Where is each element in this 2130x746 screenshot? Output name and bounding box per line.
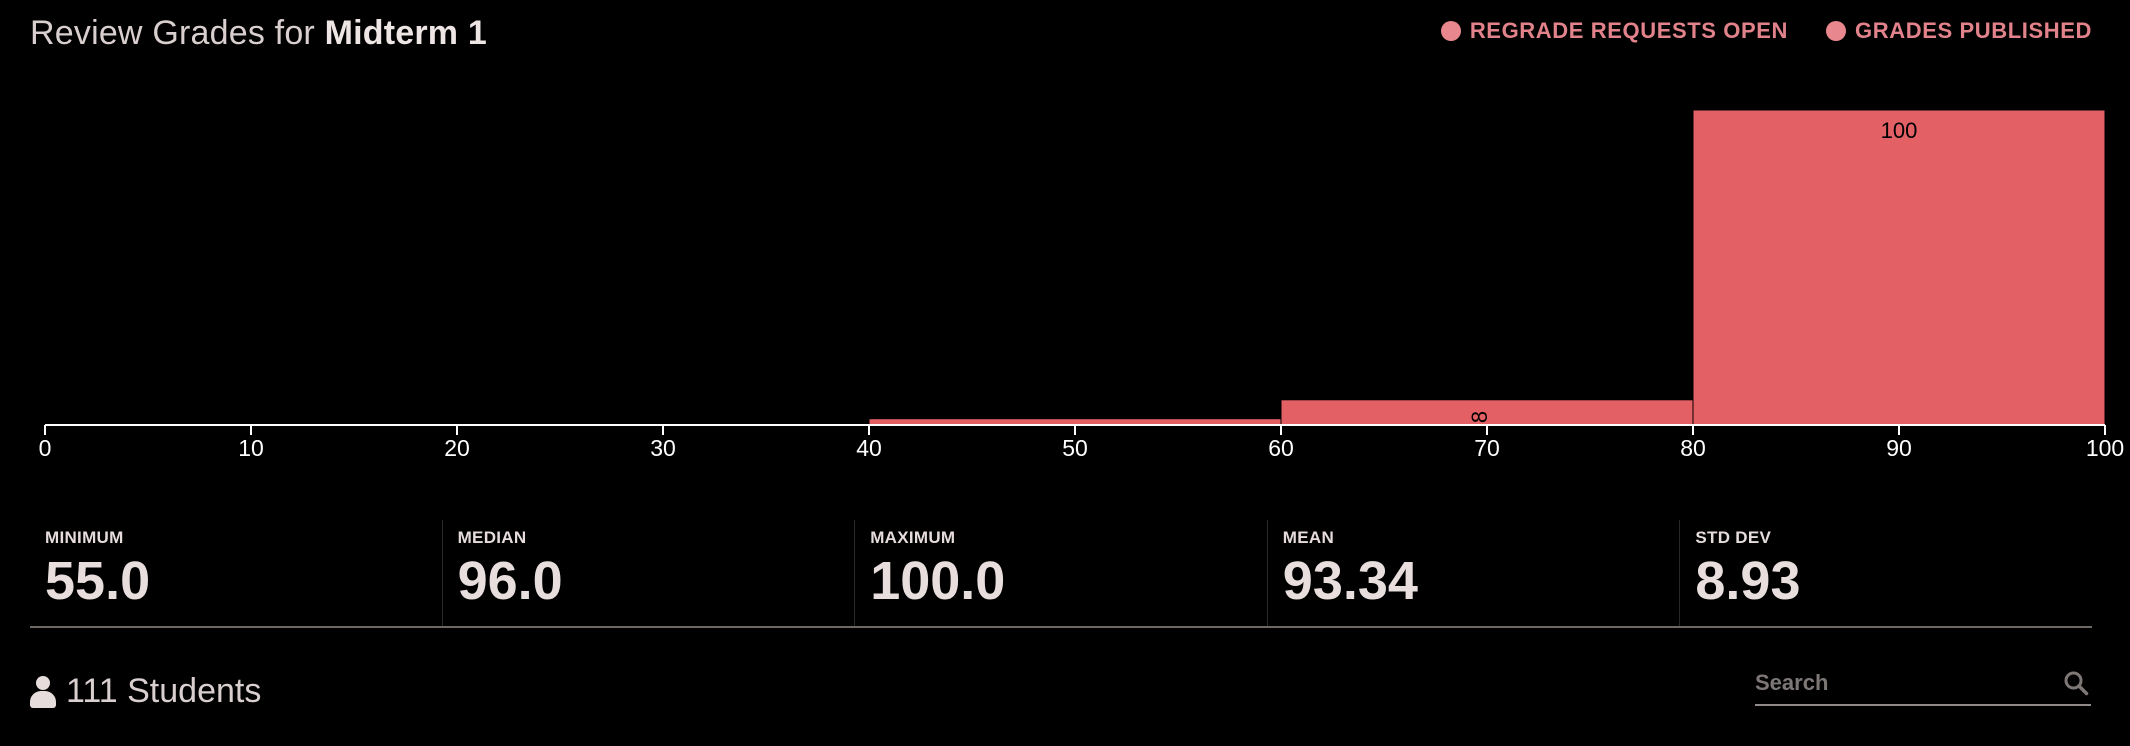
x-tick-label: 70 — [1474, 435, 1500, 461]
stat-label: STD DEV — [1695, 528, 1772, 547]
x-tick-label: 0 — [39, 435, 52, 461]
stat-label: MEDIAN — [457, 528, 527, 547]
person-icon — [30, 675, 56, 708]
status-regrade-requests: REGRADE REQUESTS OPEN — [1440, 18, 1789, 44]
stat-minimum: MINIMUM 55.0 — [30, 520, 442, 626]
x-tick-label: 80 — [1680, 435, 1706, 461]
x-tick-label: 30 — [650, 435, 676, 461]
stat-value: 8.93 — [1695, 551, 1801, 611]
search-icon[interactable] — [2063, 670, 2089, 696]
x-tick-label: 100 — [2086, 435, 2124, 461]
status-grades-published: GRADES PUBLISHED — [1826, 18, 2092, 44]
search-box — [1755, 664, 2091, 706]
exam-name: Midterm 1 — [324, 14, 487, 52]
stat-median: MEDIAN 96.0 — [441, 520, 855, 626]
x-tick-label: 90 — [1886, 435, 1912, 461]
stats-row: MINIMUM 55.0 MEDIAN 96.0 MAXIMUM 100.0 M… — [30, 520, 2092, 628]
x-tick-label: 40 — [856, 435, 882, 461]
x-tick-label: 50 — [1062, 435, 1088, 461]
x-tick-label: 20 — [444, 435, 470, 461]
stat-maximum: MAXIMUM 100.0 — [854, 520, 1267, 626]
search-input[interactable] — [1755, 666, 2045, 700]
x-tick-label: 10 — [238, 435, 264, 461]
student-count-label: 111 Students — [66, 672, 262, 710]
status-label: REGRADE REQUESTS OPEN — [1469, 18, 1789, 43]
x-tick-label: 60 — [1268, 435, 1294, 461]
student-count: 111 Students — [30, 672, 261, 711]
stat-value: 100.0 — [870, 551, 1006, 611]
page-title-prefix: Review Grades for — [30, 14, 315, 52]
stat-mean: MEAN 93.34 — [1266, 520, 1680, 626]
histogram-bar — [1692, 109, 2106, 426]
stat-std-dev: STD DEV 8.93 — [1679, 520, 2092, 626]
bar-value-label: 8 — [1467, 411, 1492, 423]
stat-label: MAXIMUM — [870, 528, 956, 547]
status-dot-icon — [1440, 21, 1461, 41]
stat-label: MINIMUM — [45, 528, 124, 547]
status-label: GRADES PUBLISHED — [1855, 18, 2092, 43]
bar-value-label: 100 — [1881, 118, 1918, 143]
stat-value: 96.0 — [457, 551, 563, 611]
histogram-bar — [1280, 399, 1694, 426]
stat-label: MEAN — [1282, 528, 1335, 547]
status-dot-icon — [1826, 21, 1847, 41]
status-indicators: REGRADE REQUESTS OPEN GRADES PUBLISHED — [1440, 18, 2092, 44]
stat-value: 55.0 — [45, 551, 151, 611]
grade-histogram: 8 100 0 10 20 30 40 50 60 70 80 90 100 — [39, 109, 2124, 461]
stat-value: 93.34 — [1282, 551, 1418, 611]
page-title: Review Grades for Midterm 1 — [30, 14, 487, 53]
